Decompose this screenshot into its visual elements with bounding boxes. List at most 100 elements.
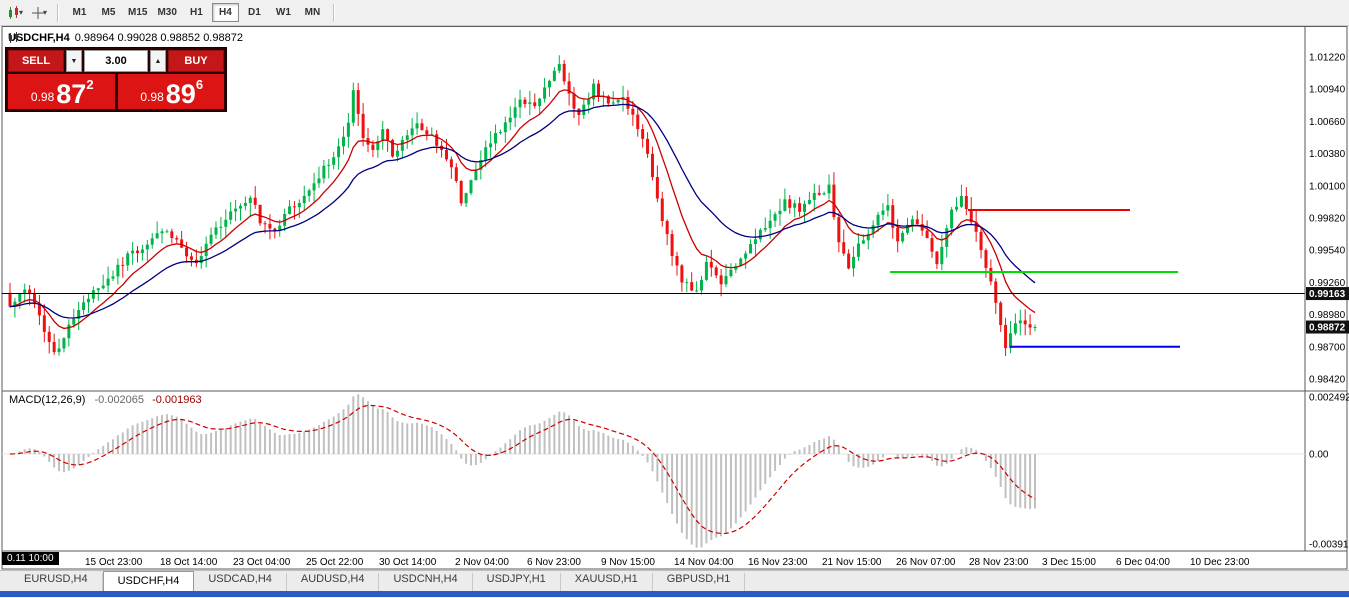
toolbar-separator: [332, 3, 335, 22]
candle-body: [381, 129, 385, 142]
candle-body: [695, 290, 699, 292]
candle-body: [670, 234, 674, 257]
candle-body: [175, 238, 179, 240]
symbol-tab-audusd[interactable]: AUDUSD,H4: [287, 573, 380, 591]
macd-axis-label: 0.00: [1309, 450, 1329, 461]
candle-body: [503, 122, 507, 133]
buy-button[interactable]: BUY: [168, 50, 224, 72]
symbol-tab-usdcnh[interactable]: USDCNH,H4: [379, 573, 473, 591]
candle-body: [901, 232, 905, 242]
timeframe-h1[interactable]: H1: [183, 3, 210, 22]
sell-button[interactable]: SELL: [8, 50, 64, 72]
date-axis-label: 23 Oct 04:00: [233, 557, 291, 568]
lot-size-field[interactable]: 3.00: [84, 50, 148, 72]
candle-body: [204, 243, 208, 257]
date-axis-label: 16 Nov 23:00: [748, 557, 808, 568]
candle-body: [126, 253, 130, 266]
chart-background[interactable]: [1, 26, 1348, 570]
symbol-tab-gbpusd[interactable]: GBPUSD,H1: [653, 573, 746, 591]
price-axis-label: 1.00660: [1309, 117, 1346, 128]
candle-body: [989, 267, 993, 282]
timeframe-d1[interactable]: D1: [241, 3, 268, 22]
window-bottom-strip: [0, 591, 1349, 597]
candle-body: [395, 150, 399, 157]
candle-body: [420, 123, 424, 131]
candle-body: [444, 149, 448, 160]
top-toolbar: ▾ ▾ M1 M5 M15 M30 H1 H4 D1 W1 MN: [0, 0, 1349, 26]
candle-body: [454, 167, 458, 181]
candle-body: [479, 160, 483, 170]
candle-body: [935, 251, 939, 265]
candle-body: [243, 202, 247, 206]
candle-body: [582, 104, 586, 115]
candle-body: [62, 338, 66, 349]
candle-body: [871, 225, 875, 234]
date-axis-label: 3 Dec 15:00: [1042, 557, 1096, 568]
candle-body: [82, 302, 86, 310]
candle-body: [376, 141, 380, 150]
candle-body: [798, 203, 802, 212]
buy-price-display[interactable]: 0.98 89 6: [117, 74, 224, 109]
candle-body: [572, 93, 576, 109]
chart-type-button[interactable]: ▾: [4, 3, 26, 23]
candle-body: [680, 265, 684, 283]
timeframe-m5[interactable]: M5: [95, 3, 122, 22]
candle-body: [199, 256, 203, 264]
candle-body: [13, 301, 17, 307]
candle-body: [91, 290, 95, 299]
candle-body: [57, 348, 61, 353]
ohlc-values: 0.98964 0.99028 0.98852 0.98872: [74, 32, 243, 44]
date-axis-label: 18 Oct 14:00: [160, 557, 218, 568]
candle-body: [77, 309, 81, 319]
macd-histogram: [13, 394, 1036, 548]
candle-body: [386, 129, 390, 140]
candle-body: [866, 233, 870, 241]
candle-body: [322, 165, 326, 179]
candle-body: [1013, 323, 1017, 334]
lot-down-button[interactable]: ▼: [66, 50, 82, 72]
sell-price-display[interactable]: 0.98 87 2: [8, 74, 115, 109]
symbol-tab-eurusd[interactable]: EURUSD,H4: [10, 573, 103, 591]
one-click-trading-panel: SELL ▼ 3.00 ▲ BUY 0.98 87 2 0.98 89 6: [5, 47, 227, 112]
timeframe-m15[interactable]: M15: [124, 3, 151, 22]
timeframe-m30[interactable]: M30: [153, 3, 180, 22]
symbol-title: USDCHF,H4: [8, 32, 70, 44]
candle-body: [1008, 333, 1012, 349]
candle-body: [33, 293, 37, 304]
candle-body: [896, 227, 900, 242]
timeframe-mn[interactable]: MN: [299, 3, 326, 22]
symbol-tab-xauusd[interactable]: XAUUSD,H1: [561, 573, 653, 591]
symbol-tab-usdjpy[interactable]: USDJPY,H1: [473, 573, 561, 591]
candle-body: [660, 198, 664, 221]
candle-body: [538, 98, 542, 107]
symbol-tab-usdcad[interactable]: USDCAD,H4: [194, 573, 287, 591]
candle-body: [121, 264, 125, 266]
candle-body: [494, 132, 498, 144]
chart-header: USDCHF,H4 0.98964 0.99028 0.98852 0.9887…: [8, 32, 243, 44]
candle-body: [984, 250, 988, 268]
candle-body: [994, 281, 998, 303]
candle-body: [302, 195, 306, 204]
candle-body: [891, 205, 895, 228]
timeframe-m1[interactable]: M1: [66, 3, 93, 22]
timeframe-w1[interactable]: W1: [270, 3, 297, 22]
candle-body: [562, 63, 566, 82]
chart-canvas[interactable]: 1.01220 1.00940 1.00660 1.00380 1.00100 0.998…: [0, 26, 1349, 570]
candle-body: [498, 132, 502, 134]
candle-body: [278, 225, 282, 231]
candle-body: [650, 153, 654, 178]
symbol-tab-usdchf[interactable]: USDCHF,H4: [102, 571, 195, 591]
candle-body: [489, 143, 493, 148]
candle-body: [224, 219, 228, 227]
candle-body: [925, 230, 929, 239]
crosshair-tool-button[interactable]: ▾: [28, 3, 50, 23]
candle-body: [37, 303, 41, 316]
sell-price-prefix: 0.98: [30, 90, 55, 104]
timeframe-h4[interactable]: H4: [211, 3, 239, 22]
date-axis-label: 15 Oct 23:00: [85, 557, 143, 568]
candlestick-icon: [8, 5, 18, 19]
candle-body: [739, 258, 743, 267]
candle-body: [552, 70, 556, 81]
candle-body: [675, 256, 679, 266]
lot-up-button[interactable]: ▲: [150, 50, 166, 72]
